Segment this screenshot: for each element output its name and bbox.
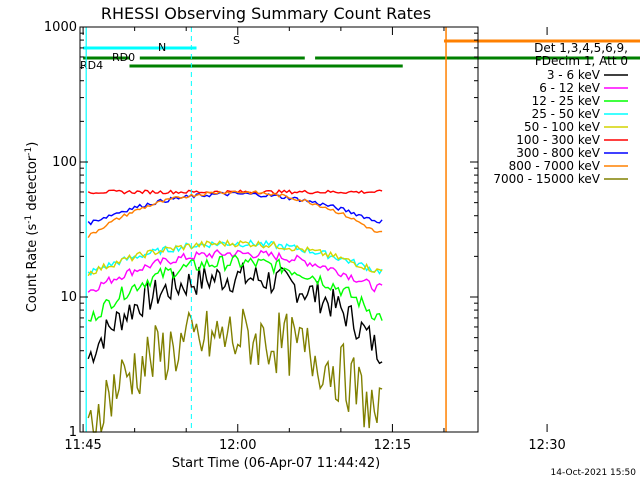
series-line-segment (87, 308, 383, 433)
y-tick-label: 1 (69, 425, 77, 440)
legend-label: 800 - 7000 keV (509, 159, 601, 173)
x-tick-label: 11:45 (64, 438, 101, 453)
chart-title: RHESSI Observing Summary Count Rates (101, 4, 431, 23)
series-800-7000-keV-group (87, 190, 383, 238)
series-12-25-keV-group (88, 254, 383, 322)
legend-label: 3 - 6 keV (547, 68, 601, 82)
series-7000-15000-keV-group (87, 308, 383, 433)
y-tick-label: 10 (60, 290, 77, 305)
series-line-segment (87, 190, 383, 238)
x-axis-label: Start Time (06-Apr-07 11:44:42) (172, 456, 380, 471)
y-axis-label-part1: Count Rate (s (25, 224, 40, 313)
flag-label-s: S (233, 34, 240, 47)
flag-bars: N RD0 RD4 S (80, 27, 640, 432)
series-line-segment (87, 191, 383, 226)
series-100-300-keV-group (87, 189, 383, 195)
y-axis-label: Count Rate (s-1 detector-1) (24, 142, 40, 313)
series-line-segment (88, 254, 383, 322)
legend-label: 100 - 300 keV (516, 133, 600, 147)
series-300-800-keV-group (87, 191, 383, 226)
legend-label: 300 - 800 keV (516, 146, 600, 160)
legend-label: 25 - 50 keV (532, 107, 601, 121)
plot-frame (79, 26, 479, 433)
series-3-6-keV-group (87, 262, 383, 365)
y-axis-label-part2: detector (25, 155, 40, 215)
x-tick-label: 12:00 (219, 438, 256, 453)
legend-label: 6 - 12 keV (539, 81, 601, 95)
y-tick-label: 1000 (44, 20, 77, 35)
x-tick-label: 12:15 (374, 438, 411, 453)
legend-label: 12 - 25 keV (532, 94, 601, 108)
series-line-segment (87, 239, 383, 277)
series-50-100-keV-group (87, 239, 383, 277)
y-axis-label-sup1: -1 (24, 215, 34, 224)
series-line-segment (87, 262, 383, 365)
flag-label-n: N (158, 41, 166, 54)
y-tick-label: 100 (52, 155, 77, 170)
plot-area (87, 189, 383, 433)
legend-label: 50 - 100 keV (524, 120, 601, 134)
legend-header-2: FDecim 1, Att 0 (535, 54, 628, 68)
flag-label-rd0: RD0 (112, 51, 135, 64)
series-25-50-keV-group (87, 239, 383, 276)
legend-header-1: Det 1,3,4,5,6,9, (534, 41, 628, 55)
y-axis-label-part3: ) (25, 142, 40, 147)
legend: Det 1,3,4,5,6,9, FDecim 1, Att 0 3 - 6 k… (493, 41, 628, 186)
axes: 11:4512:0012:1512:3012:4513:0013:1511010… (44, 20, 566, 453)
timestamp: 14-Oct-2021 15:50 (551, 468, 637, 478)
y-axis-label-sup2: -1 (24, 147, 34, 156)
flag-label-rd4: RD4 (80, 59, 103, 72)
x-tick-label: 12:30 (528, 438, 565, 453)
legend-label: 7000 - 15000 keV (493, 172, 600, 186)
